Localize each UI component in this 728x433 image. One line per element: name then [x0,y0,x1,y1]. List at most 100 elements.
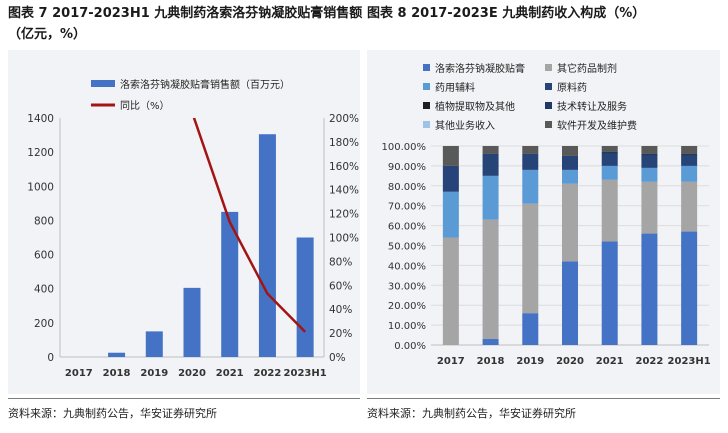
sales-bar [296,237,314,357]
sales-chart: 洛索洛芬钠凝胶贴膏销售额（百万元） 同比（%） 0 200 400 600 800 1000 1… [27,78,359,379]
yoy-line [192,118,307,333]
stack-segment-8 [601,146,618,152]
x-tick-label: 2017 [65,368,93,379]
right-tick-label: 120% [329,209,359,221]
sales-bar [258,134,276,357]
stack-segment-2 [681,181,698,232]
x-tick-label: 2023H1 [668,356,711,367]
x-tick-label: 2017 [437,356,465,367]
source-note-right: 资料来源：九典制药公告，华安证券研究所 [367,407,576,420]
stack-segment-4 [641,155,658,168]
stack-segment-4 [601,153,618,166]
stack-segment-6 [641,153,658,156]
stack-segment-8 [482,146,499,154]
sales-bar [108,352,126,357]
x-tick-label: 2018 [103,368,131,379]
legend-swatch-7 [423,121,430,128]
sales-bar [145,331,163,357]
stack-segment-3 [601,165,618,180]
y-tick-label: 30.00% [388,281,426,292]
stack-segment-2 [442,237,459,345]
y-tick-label: 20.00% [388,301,426,312]
right-tick-label: 80% [329,256,352,268]
legend-swatch-5 [423,102,430,109]
left-tick-label: 200 [34,318,54,330]
legend-label-3: 药用辅料 [435,81,475,94]
y-tick-label: 100.00% [382,142,427,153]
stack-segment-3 [522,169,539,204]
y-tick-label: 70.00% [388,202,426,213]
legend-label-2: 其它药品制剂 [557,62,617,75]
right-tick-label: 100% [329,233,359,245]
legend-swatch-3 [423,83,430,90]
stack-segment-8 [522,146,539,154]
source-note-left: 资料来源：九典制药公告，华安证券研究所 [8,407,217,420]
stack-segment-4 [562,155,578,170]
stack-segment-3 [562,169,578,184]
legend-swatch-4 [545,83,552,90]
stack-segment-2 [522,203,539,314]
left-tick-label: 1200 [27,147,54,159]
x-tick-label: 2019 [140,368,168,379]
figure-8-title: 图表 8 2017-2023E 九典制药收入构成（%） [367,6,646,21]
y-tick-label: 10.00% [388,321,426,332]
legend-label-sales: 洛索洛芬钠凝胶贴膏销售额（百万元） [120,78,290,91]
x-tick-label: 2022 [636,356,664,367]
x-tick-label: 2020 [556,356,584,367]
legend-label-4: 原料药 [557,81,587,94]
stack-segment-3 [641,167,658,182]
left-tick-label: 1000 [27,181,54,193]
stack-segment-8 [442,146,459,166]
left-tick-label: 1400 [27,113,54,125]
stack-segment-4 [442,165,459,192]
y-tick-label: 90.00% [388,162,426,173]
x-tick-label: 2018 [477,356,505,367]
sales-bar [221,211,239,357]
stack-segment-8 [562,146,578,156]
left-tick-label: 800 [34,215,54,227]
left-tick-label: 400 [34,284,54,296]
figure-7-title: 图表 7 2017-2023H1 九典制药洛索洛芬钠凝胶贴膏销售额 [8,6,363,21]
right-tick-label: 20% [329,328,352,340]
stack-segment-3 [442,191,459,238]
legend-label-yoy: 同比（%） [120,100,170,112]
y-tick-label: 50.00% [388,242,426,253]
footer-divider-left [8,398,360,399]
left-tick-label: 600 [34,250,54,262]
stack-segment-1 [562,261,578,345]
stack-segment-6 [601,151,618,154]
stack-segment-2 [482,219,499,340]
stack-segment-1 [641,233,658,345]
legend-label-6: 技术转让及服务 [557,100,627,113]
x-tick-label: 2019 [516,356,544,367]
stack-segment-2 [641,181,658,234]
right-tick-label: 40% [329,304,352,316]
stack-segment-3 [482,175,499,220]
legend-swatch-2 [545,64,552,71]
x-tick-label: 2022 [254,368,282,379]
stack-segment-1 [522,313,539,345]
legend-label-5: 植物提取物及其他 [435,100,515,113]
right-tick-label: 180% [329,137,359,149]
right-tick-label: 160% [329,161,359,173]
stack-segment-4 [482,153,499,176]
right-tick-label: 60% [329,280,352,292]
stack-segment-2 [601,179,618,242]
revenue-mix-chart-panel: 洛索洛芬钠凝胶贴膏 其它药品制剂 药用辅料 原料药 植物提取物及其他 技术转让及服务 其他业… [367,50,720,394]
y-tick-label: 40.00% [388,261,426,272]
stack-segment-4 [522,153,539,170]
legend-label-8: 软件开发及维护费 [557,119,637,132]
left-tick-label: 0 [47,352,54,364]
footer-divider-right [367,398,720,399]
legend-swatch-6 [545,102,552,109]
x-tick-label: 2020 [178,368,206,379]
figure-7-title-units: （亿元，%） [8,27,87,42]
right-tick-label: 0% [329,352,346,364]
x-tick-label: 2021 [596,356,624,367]
stack-segment-8 [641,146,658,154]
stack-segment-1 [601,241,618,345]
right-tick-label: 200% [329,113,359,125]
stack-segment-1 [482,339,499,345]
stack-segment-4 [681,155,698,166]
